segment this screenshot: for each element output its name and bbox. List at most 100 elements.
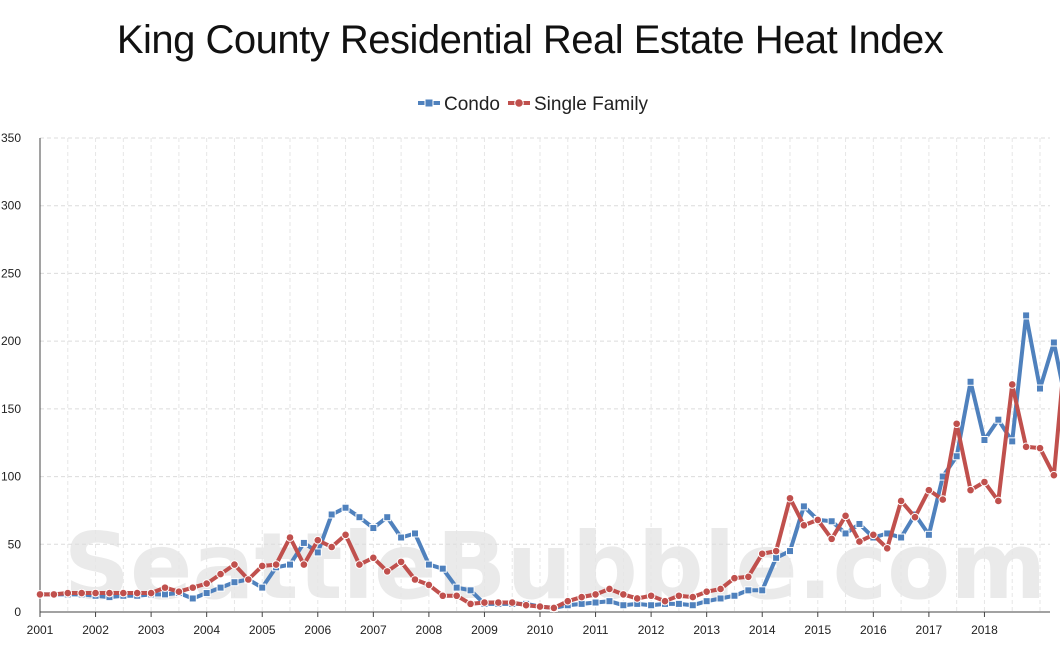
y-tick-label: 150: [1, 402, 21, 416]
data-point: [396, 557, 406, 567]
data-point: [411, 529, 419, 538]
data-point: [466, 599, 475, 609]
x-tick-label: 2012: [638, 623, 665, 637]
legend[interactable]: Condo Single Family: [418, 94, 649, 115]
data-point: [383, 513, 392, 522]
x-tick-label: 2001: [27, 623, 54, 637]
y-tick-label: 250: [1, 266, 21, 280]
data-point: [161, 590, 169, 599]
data-point: [286, 560, 294, 569]
data-point: [605, 597, 614, 606]
data-point: [494, 598, 503, 607]
data-point: [786, 547, 794, 556]
data-point: [702, 597, 711, 606]
data-point: [535, 602, 545, 611]
data-point: [632, 594, 642, 603]
y-tick-label: 100: [1, 470, 21, 484]
data-point: [216, 569, 225, 579]
data-point: [660, 596, 670, 606]
data-point: [799, 502, 808, 511]
data-point: [646, 591, 656, 601]
data-point: [230, 560, 239, 569]
data-point: [688, 601, 697, 610]
data-point: [855, 519, 864, 528]
data-point: [647, 601, 656, 610]
data-point: [369, 524, 378, 533]
data-point: [799, 521, 809, 530]
data-point: [188, 594, 197, 603]
data-point: [716, 594, 725, 603]
data-point: [35, 590, 45, 599]
data-point: [341, 503, 350, 512]
chart-title: King County Residential Real Estate Heat…: [116, 18, 944, 62]
data-point: [91, 588, 100, 598]
y-tick-label: 200: [1, 334, 21, 348]
data-point: [674, 599, 683, 608]
data-point: [1049, 338, 1058, 347]
data-point: [299, 560, 309, 569]
x-tick-label: 2008: [416, 623, 443, 637]
data-point: [132, 588, 142, 598]
data-point: [591, 590, 600, 599]
data-point: [424, 560, 433, 569]
axes: 0 50 100 150 200 250 300 350 2001 2002 2003 2004 200…: [1, 131, 1050, 637]
x-tick-label: 2010: [527, 623, 554, 637]
data-point: [369, 553, 378, 563]
data-point: [841, 511, 850, 521]
data-point: [313, 535, 323, 545]
data-point: [438, 564, 447, 573]
data-point: [980, 477, 989, 487]
data-point: [744, 586, 753, 595]
data-point: [63, 588, 73, 598]
data-point: [49, 590, 59, 599]
data-point: [827, 534, 836, 544]
data-point: [938, 495, 948, 504]
data-point: [521, 600, 531, 610]
data-point: [619, 590, 628, 599]
data-point: [230, 578, 239, 587]
x-tick-label: 2015: [804, 623, 831, 637]
data-point: [896, 496, 906, 506]
data-point: [771, 546, 781, 556]
data-point: [591, 598, 600, 607]
data-point: [202, 589, 211, 598]
data-point: [1008, 437, 1017, 446]
data-point: [355, 513, 364, 522]
data-point: [757, 549, 767, 559]
x-tick-label: 2006: [304, 623, 331, 637]
legend-item-single-family[interactable]: Single Family: [508, 94, 649, 115]
data-point: [466, 586, 475, 595]
data-point: [313, 548, 322, 557]
data-point: [549, 603, 559, 613]
data-point: [813, 515, 823, 525]
data-point: [882, 544, 892, 553]
x-tick-label: 2007: [360, 623, 387, 637]
data-point: [438, 591, 448, 601]
y-tick-label: 0: [14, 605, 21, 619]
data-point: [452, 591, 461, 601]
data-point: [924, 485, 934, 495]
data-point: [341, 530, 350, 540]
legend-item-condo[interactable]: Condo: [418, 94, 500, 115]
data-point: [966, 485, 975, 495]
y-tick-label: 350: [1, 131, 21, 145]
data-point: [397, 533, 406, 542]
data-point: [897, 533, 906, 542]
data-point: [160, 583, 170, 592]
data-point: [480, 598, 489, 607]
series-layer: [35, 311, 1060, 613]
data-point: [785, 493, 795, 503]
data-point: [327, 542, 336, 552]
data-point: [577, 599, 586, 608]
data-point: [1007, 380, 1017, 389]
y-tick-label: 300: [1, 199, 21, 213]
data-point: [507, 598, 517, 607]
data-point: [924, 530, 933, 539]
data-point: [577, 592, 586, 602]
data-point: [702, 587, 711, 596]
data-point: [1021, 442, 1031, 452]
data-point: [452, 583, 461, 592]
data-point: [869, 530, 878, 540]
x-tick-label: 2013: [693, 623, 720, 637]
